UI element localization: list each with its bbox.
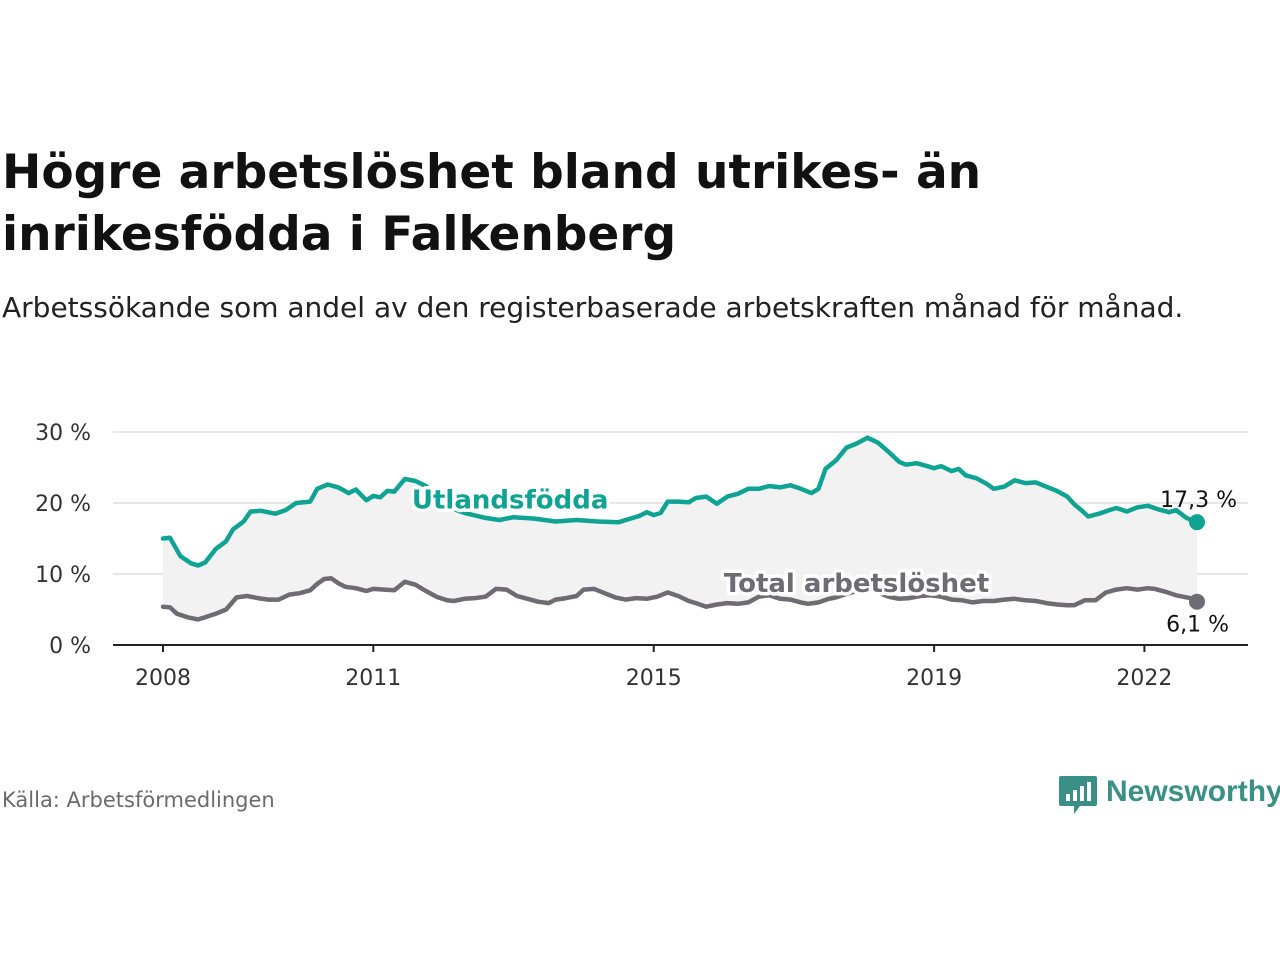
y-tick-label: 10 % (35, 563, 91, 588)
y-tick-label: 30 % (35, 421, 91, 446)
end-value-label: 17,3 % (1160, 488, 1237, 513)
x-tick-label: 2019 (906, 666, 962, 691)
end-value-label: 6,1 % (1166, 613, 1229, 638)
series-line-total-arbetslöshet (160, 576, 1200, 622)
chart-subtitle: Arbetssökande som andel av den registerb… (2, 291, 1184, 324)
source-note: Källa: Arbetsförmedlingen (2, 788, 275, 812)
x-tick-label: 2011 (345, 666, 401, 691)
y-tick-label: 0 % (49, 634, 91, 659)
x-tick-label: 2022 (1116, 666, 1172, 691)
y-axis-ticks: 0 % 10 % 20 % 30 % (35, 421, 91, 659)
x-tick-label: 2008 (135, 666, 191, 691)
y-tick-label: 20 % (35, 492, 91, 517)
series-labels: Utlandsfödda Total arbetslöshet 17,3 % 6,1 … (408, 482, 1237, 638)
series-label-utlandsfödda: Utlandsfödda (412, 486, 609, 516)
gap-band (163, 437, 1197, 620)
series-line-utlandsfödda (160, 435, 1200, 568)
chart-title: Högre arbetslöshet bland utrikes- än inr… (2, 145, 982, 262)
brand-name: Newsworthy (1106, 775, 1280, 808)
x-tick-label: 2015 (626, 666, 682, 691)
series-lines (160, 435, 1205, 622)
chart-bubble-icon (1059, 776, 1097, 814)
end-point-total-arbetslöshet (1189, 593, 1205, 610)
x-axis-ticks: 2008 2011 2015 2019 2022 (135, 645, 1172, 691)
series-label-total-arbetslöshet: Total arbetslöshet (724, 569, 989, 599)
line-chart: 0 % 10 % 20 % 30 % 2008 2011 2015 2019 2022 Utl… (35, 421, 1248, 691)
end-point-utlandsfödda (1189, 514, 1205, 531)
